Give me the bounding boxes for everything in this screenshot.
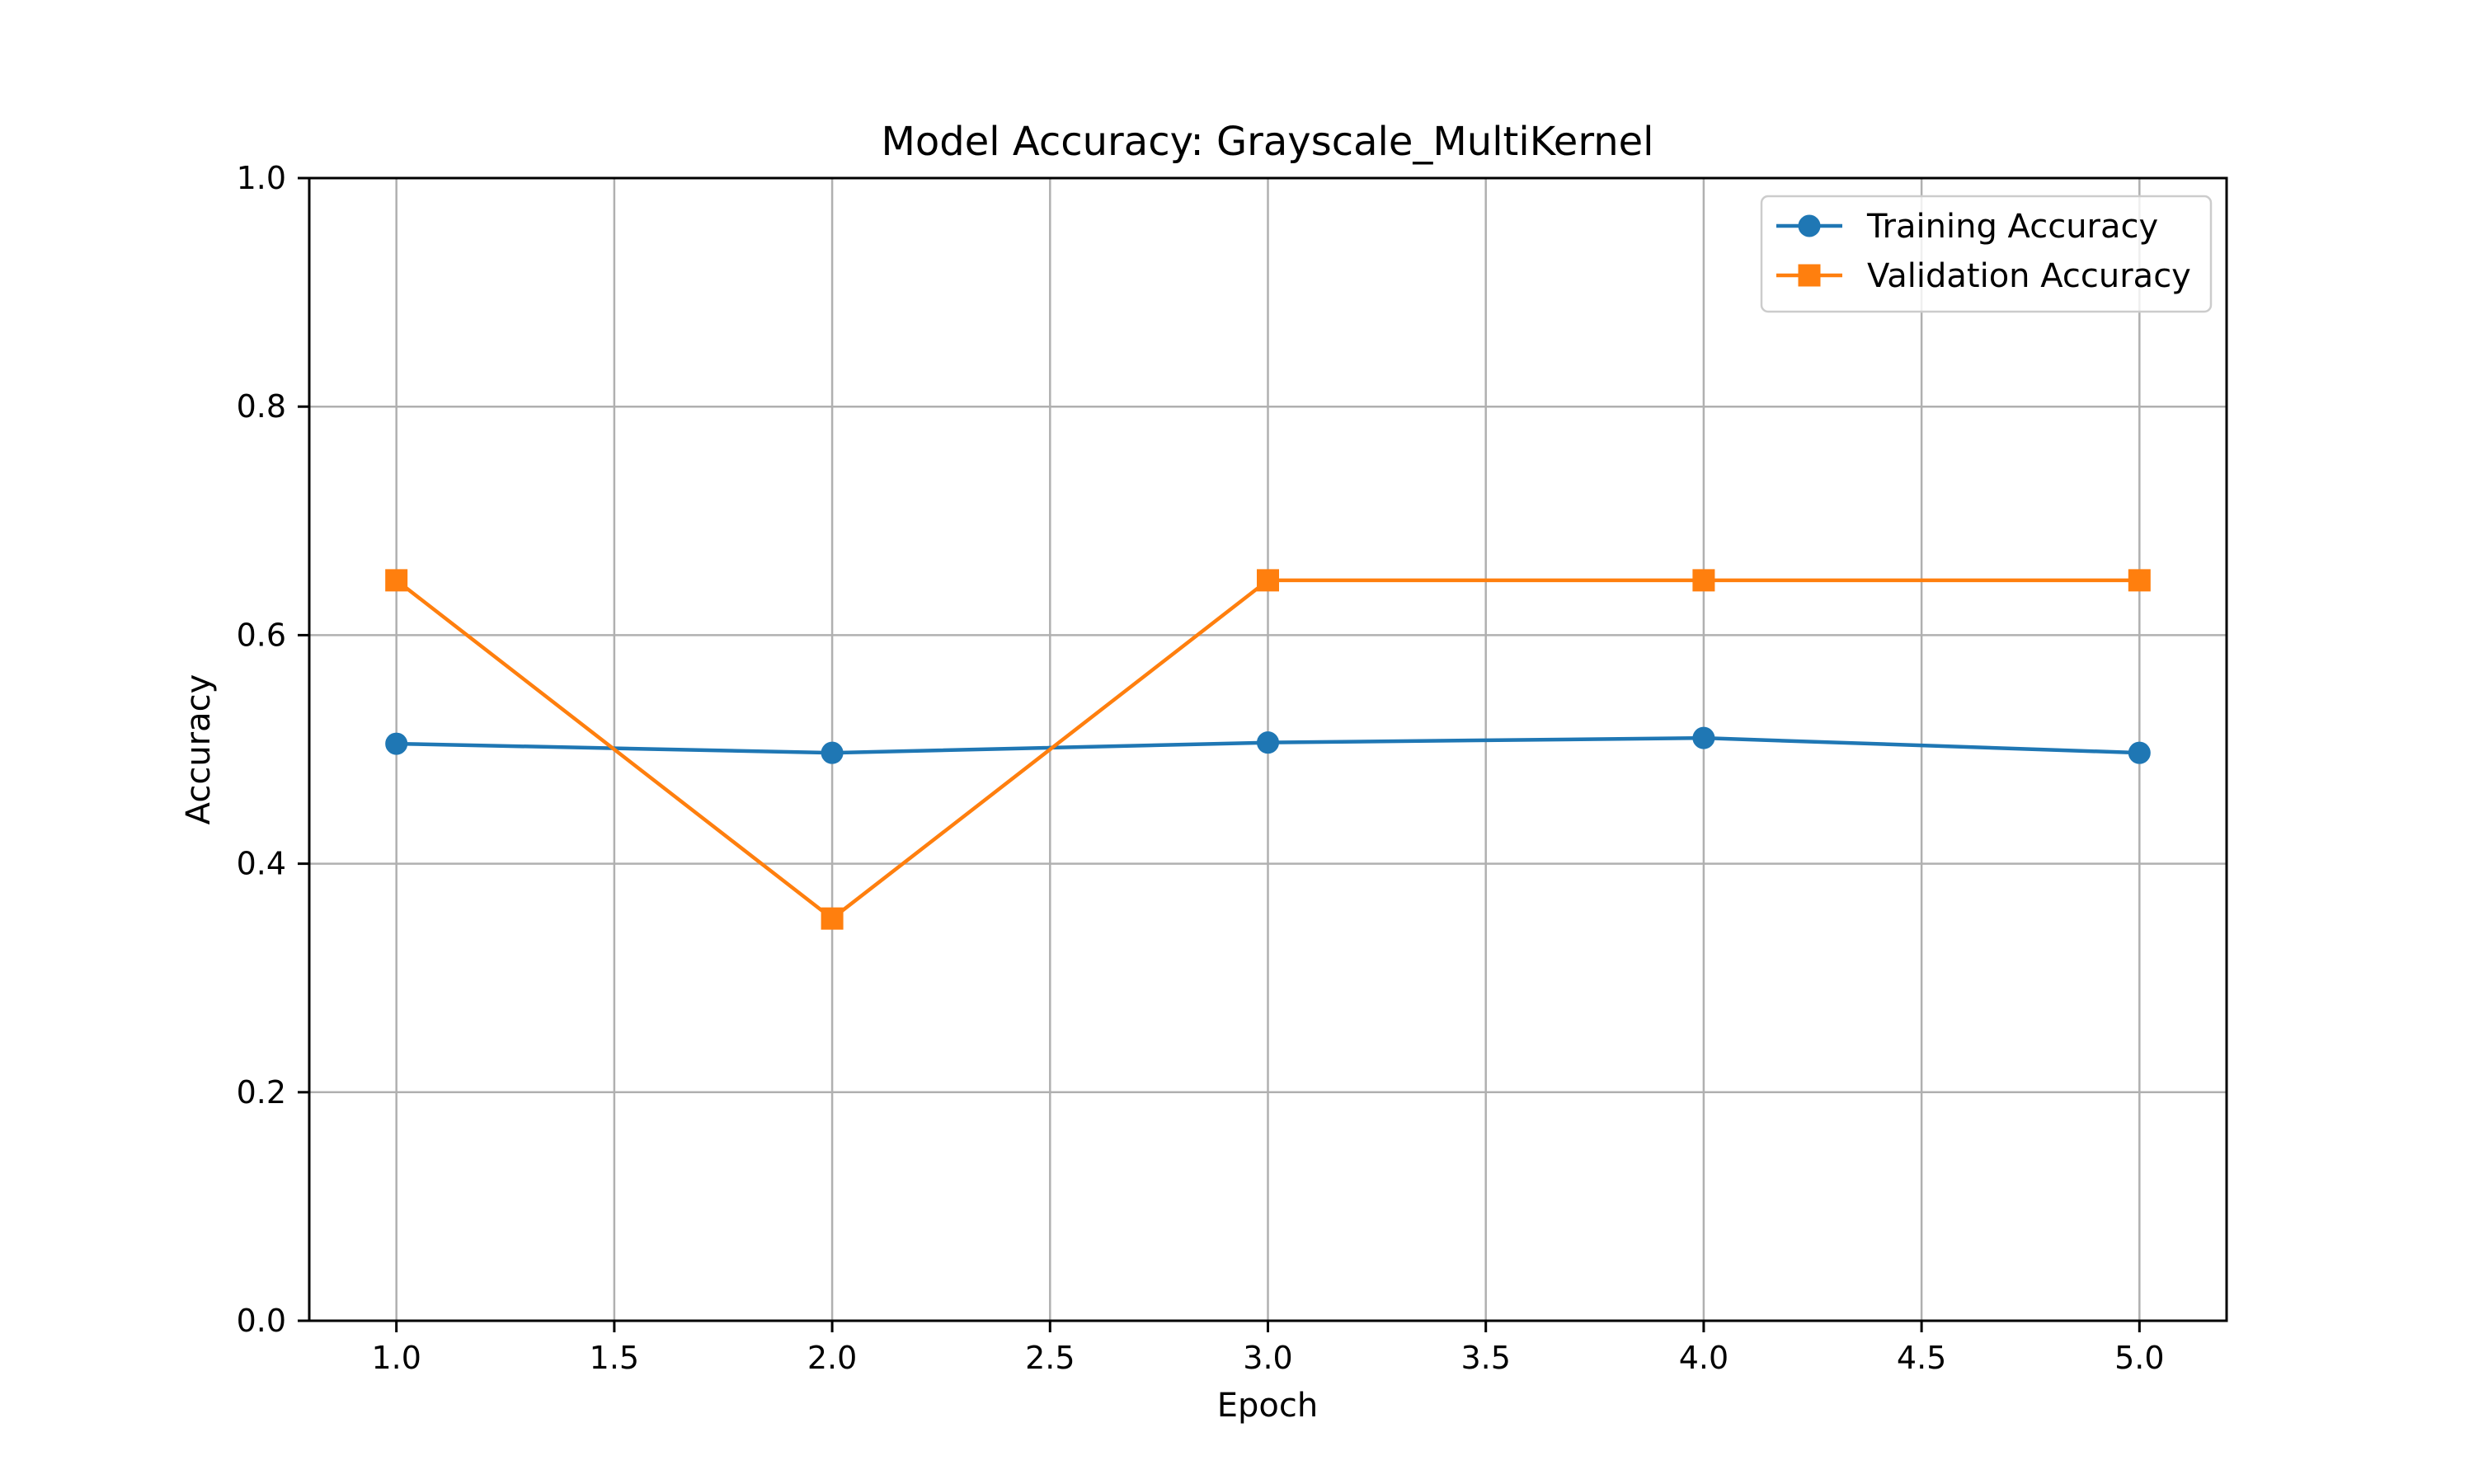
y-tick-label: 0.8 [237,388,286,425]
y-tick-label: 0.2 [237,1074,286,1111]
data-point [2128,569,2151,592]
x-tick-label: 3.5 [1460,1340,1510,1376]
legend-marker [1798,264,1821,287]
legend-label: Training Accuracy [1866,208,2158,246]
series [385,569,2151,930]
legend-frame [1760,195,2213,313]
data-point [1692,569,1715,592]
data-point [385,732,408,755]
data-point [1257,731,1279,754]
data-point [1692,726,1715,749]
legend: Training Accuracy Validation Accuracy [1760,195,2213,313]
x-tick-label: 5.0 [2114,1340,2164,1376]
legend-entry: Training Accuracy [1776,208,2158,246]
x-tick-label: 4.0 [1679,1340,1729,1376]
x-tick-label: 3.0 [1243,1340,1292,1376]
data-point [821,741,844,764]
data-point [821,907,844,930]
x-tick-label: 2.5 [1025,1340,1075,1376]
data-point [385,569,408,592]
legend-entry: Validation Accuracy [1776,257,2191,295]
y-axis-label: Accuracy [180,674,218,825]
x-axis-label: Epoch [1217,1387,1318,1425]
data-point [1257,569,1279,592]
y-tick-label: 1.0 [237,160,286,196]
ticks: 1.0 1.5 2.0 2.5 3.0 3.5 4.0 4.5 5.0 0.0 0.2 0.4 0.6 0… [237,160,2165,1376]
x-tick-label: 1.0 [371,1340,421,1376]
series-2 [385,569,2151,930]
x-tick-label: 4.5 [1897,1340,1946,1376]
legend-marker [1798,214,1821,237]
series-1 [385,726,2151,764]
data-point [2128,741,2151,764]
x-tick-label: 1.5 [590,1340,639,1376]
y-tick-label: 0.6 [237,617,286,653]
y-tick-label: 0.0 [237,1303,286,1339]
y-tick-label: 0.4 [237,846,286,882]
chart-title: Model Accuracy: Grayscale_MultiKernel [881,119,1653,165]
x-tick-label: 2.0 [807,1340,857,1376]
legend-label: Validation Accuracy [1867,257,2191,295]
